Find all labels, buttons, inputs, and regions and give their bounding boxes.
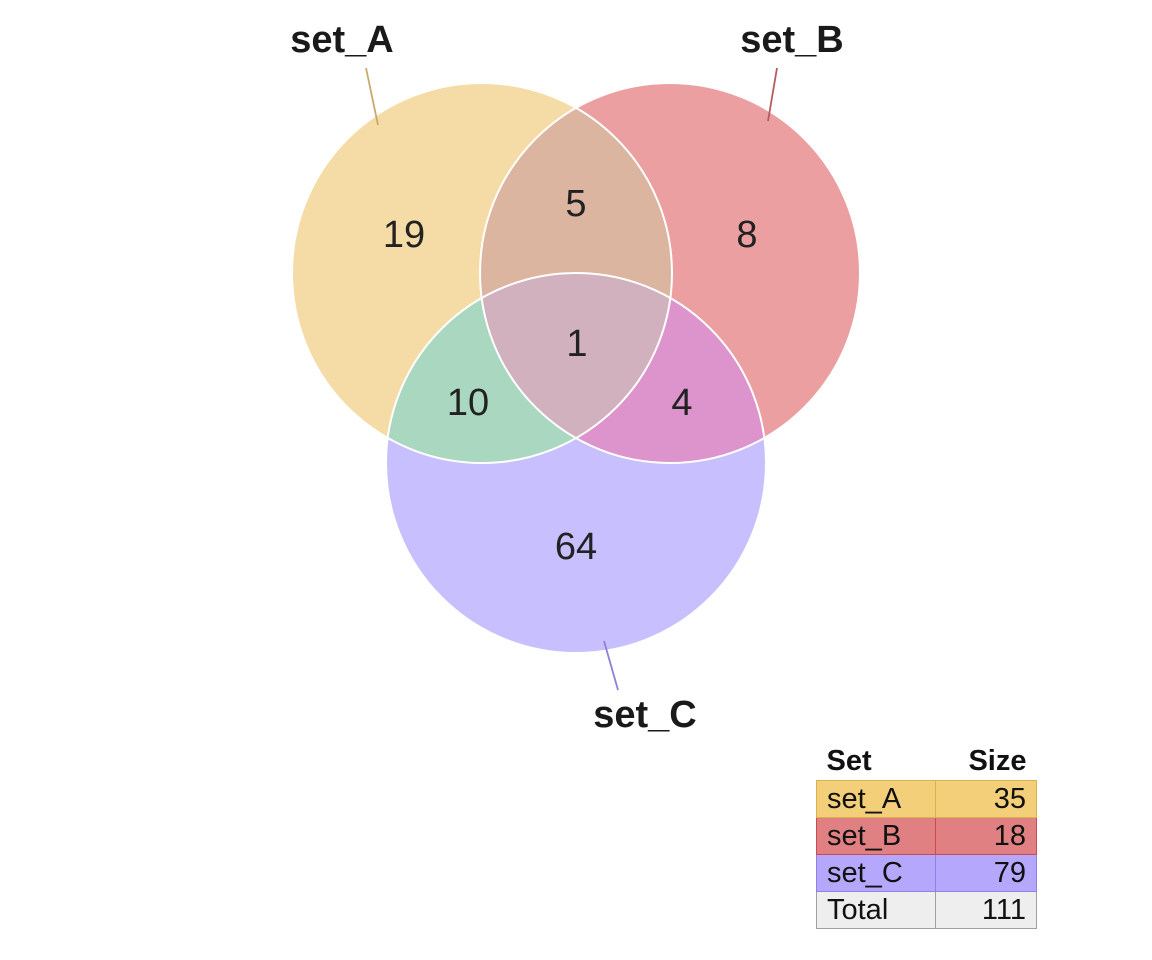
set-b-outline [479, 82, 861, 464]
set-b-label: set_B [740, 19, 844, 61]
set-name-cell: set_A [816, 780, 936, 818]
set-c-outline [385, 272, 767, 654]
total-label-cell: Total [816, 891, 936, 929]
set-c-label: set_C [593, 694, 697, 736]
count-a-c: 10 [447, 382, 489, 424]
count-b-c: 4 [671, 382, 692, 424]
table-row: set_C 79 [816, 854, 1037, 892]
set-size-cell: 79 [935, 854, 1037, 892]
header-set: Set [826, 744, 872, 777]
set-c-leader-line [603, 640, 619, 691]
table-row: set_B 18 [816, 817, 1037, 855]
count-c-only: 64 [555, 526, 597, 568]
set-name-cell: set_C [816, 854, 936, 892]
set-name-cell: set_B [816, 817, 936, 855]
set-a-leader-line [365, 67, 379, 126]
set-a-label: set_A [290, 19, 394, 61]
set-b-leader-line [767, 67, 778, 122]
table-row: set_A 35 [816, 780, 1037, 818]
set-size-cell: 35 [935, 780, 1037, 818]
table-total-row: Total 111 [816, 891, 1037, 929]
count-b-only: 8 [736, 214, 757, 256]
count-a-only: 19 [383, 214, 425, 256]
header-size: Size [968, 744, 1027, 777]
table-header-row: Set Size [817, 740, 1037, 781]
set-a-outline [291, 82, 673, 464]
set-size-cell: 18 [935, 817, 1037, 855]
set-size-table: Set Size set_A 35 set_B 18 set_C 79 Tota… [816, 740, 1037, 929]
count-a-b: 5 [565, 183, 586, 225]
count-a-b-c: 1 [566, 323, 587, 365]
total-value-cell: 111 [935, 891, 1037, 929]
